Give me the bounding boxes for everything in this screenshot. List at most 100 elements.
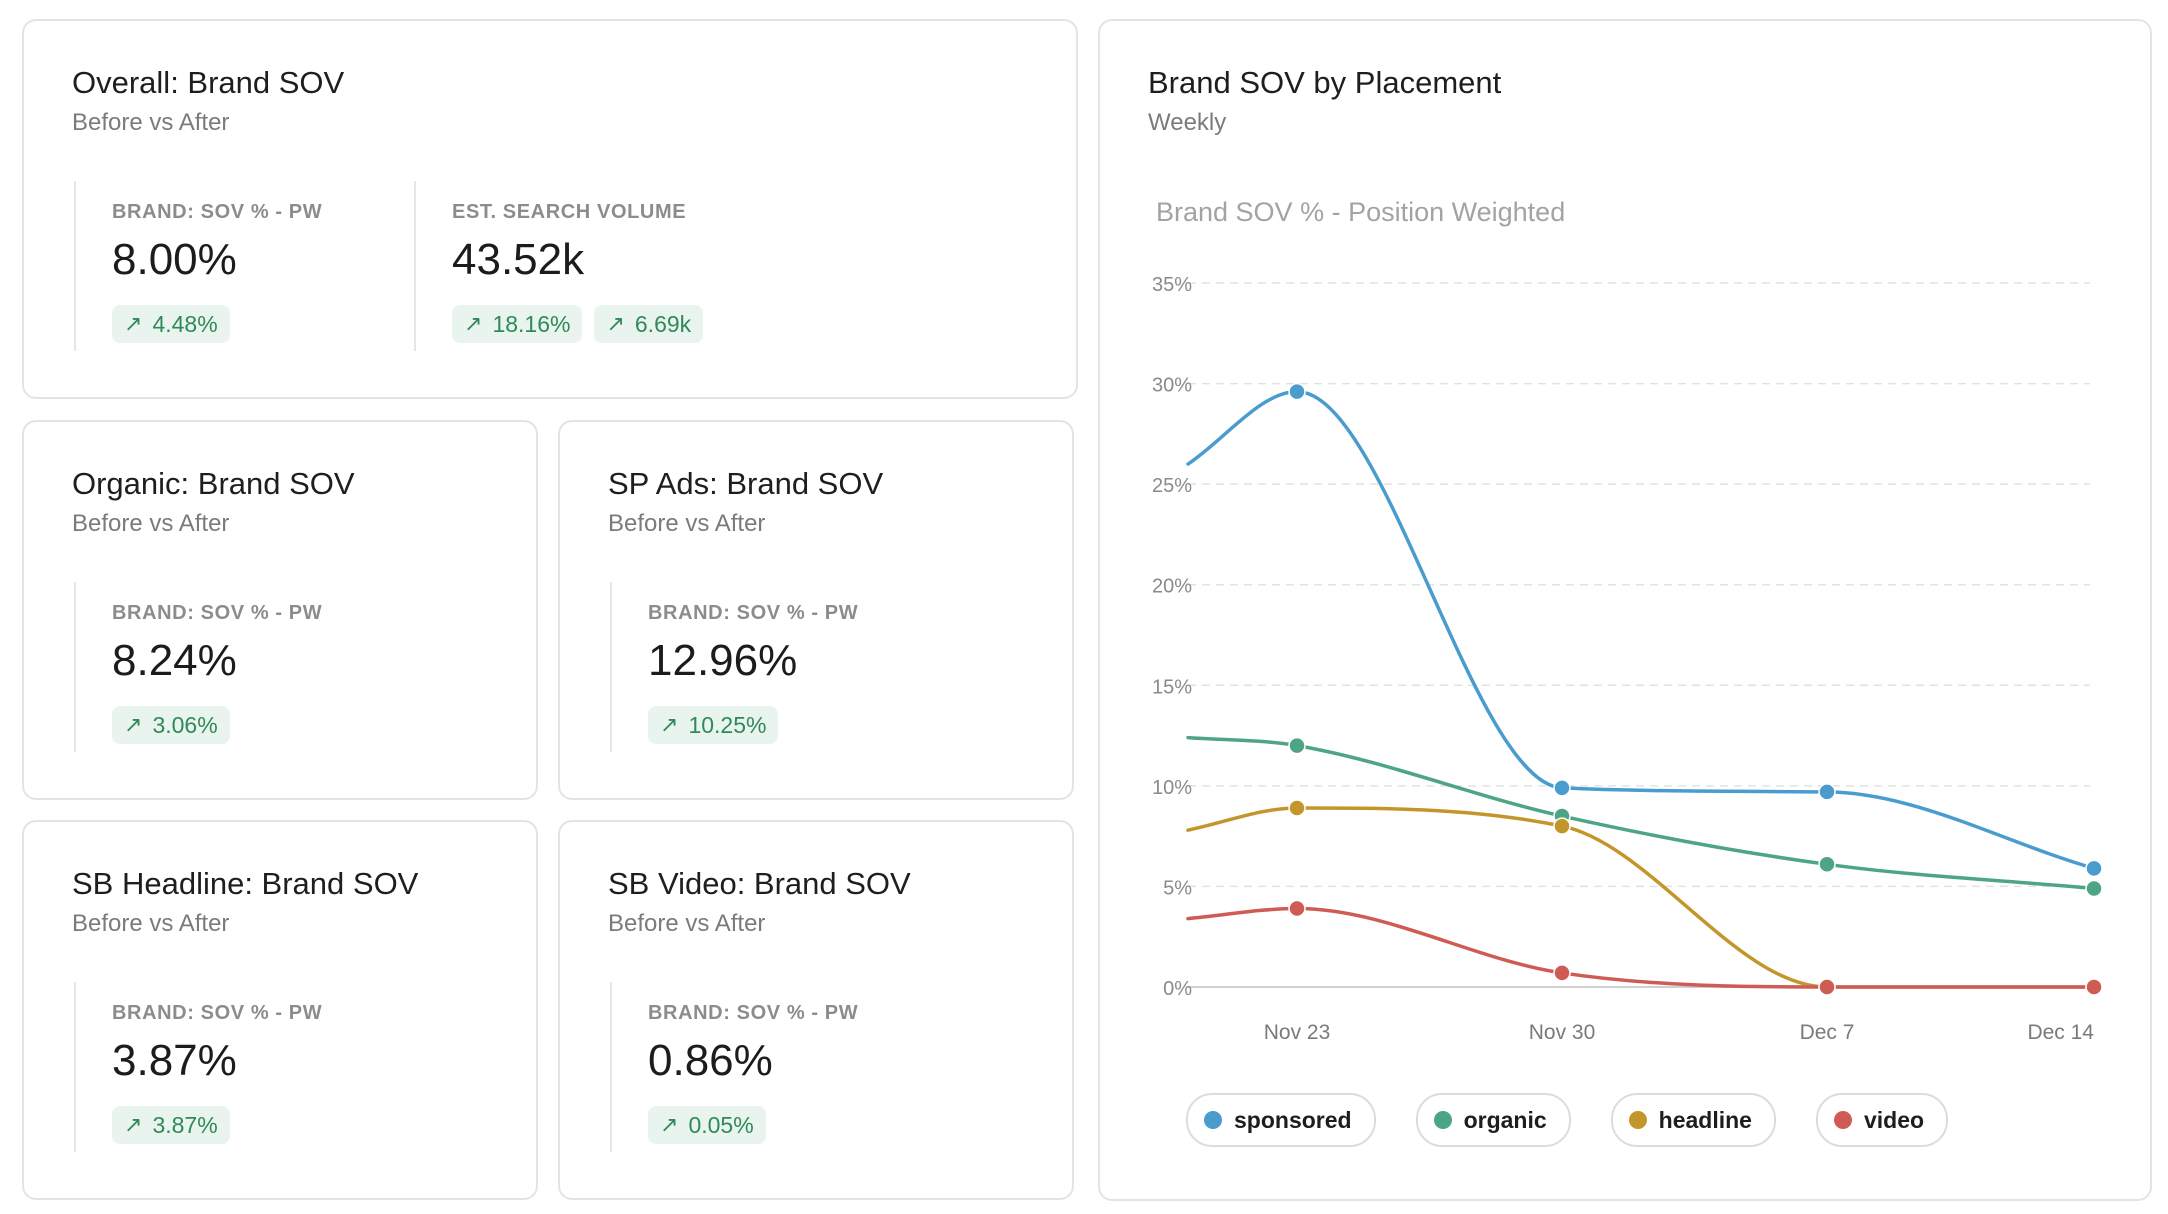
legend-item-organic[interactable]: organic: [1415, 1093, 1571, 1147]
data-point-video: [1818, 978, 1836, 996]
change-value: 4.48%: [152, 310, 218, 337]
change-badge: ↗ 3.06%: [112, 706, 230, 744]
data-point-sponsored: [1818, 783, 1836, 801]
change-badge: ↗ 3.87%: [112, 1106, 230, 1144]
card-title: SB Headline: Brand SOV: [72, 866, 419, 901]
card-subtitle: Before vs After: [608, 910, 766, 937]
organic-card: Organic: Brand SOV Before vs After BRAND…: [22, 420, 538, 800]
metric-label: BRAND: SOV % - PW: [112, 602, 323, 624]
x-tick-label: Dec 7: [1800, 1021, 1855, 1044]
metric-value: 43.52k: [452, 235, 585, 284]
sp-ads-card: SP Ads: Brand SOV Before vs After BRAND:…: [558, 420, 1074, 800]
y-tick-label: 15%: [1152, 676, 1192, 698]
card-title: SB Video: Brand SOV: [608, 866, 911, 901]
card-subtitle: Before vs After: [72, 910, 230, 937]
data-point-organic: [1818, 855, 1836, 874]
legend-dot-icon: [1833, 1111, 1852, 1129]
chart-card-subtitle: Weekly: [1148, 109, 1227, 136]
legend-item-headline[interactable]: headline: [1610, 1093, 1776, 1147]
change-value: 18.16%: [492, 310, 571, 337]
card-subtitle: Before vs After: [608, 510, 766, 537]
placement-chart-card: Brand SOV by Placement Weekly Brand SOV …: [1098, 19, 2152, 1201]
card-subtitle: Before vs After: [72, 109, 230, 136]
chart-title: Brand SOV % - Position Weighted: [1156, 197, 1565, 227]
line-chart: Brand SOV % - Position Weighted 0% 5% 10% 15…: [1152, 197, 2103, 1044]
y-tick-label: 0%: [1163, 978, 1192, 1000]
overall-card: Overall: Brand SOV Before vs After BRAND…: [22, 19, 1078, 399]
metric-value: 8.24%: [112, 636, 237, 685]
data-point-sponsored: [1288, 382, 1306, 401]
metric-value: 0.86%: [648, 1036, 773, 1085]
card-title: Organic: Brand SOV: [72, 466, 355, 501]
metric-value: 8.00%: [112, 235, 237, 284]
metric-label: BRAND: SOV % - PW: [112, 1002, 323, 1024]
metric-value: 3.87%: [112, 1036, 237, 1085]
x-tick-label: Nov 23: [1264, 1021, 1331, 1044]
sb-headline-card: SB Headline: Brand SOV Before vs After B…: [22, 820, 538, 1200]
card-title: SP Ads: Brand SOV: [608, 466, 884, 501]
arrow-up-right-icon: ↗: [124, 712, 143, 737]
data-point-video: [1553, 964, 1571, 982]
x-tick-label: Dec 14: [2027, 1021, 2094, 1044]
metric-value: 12.96%: [648, 636, 798, 685]
card-title: Overall: Brand SOV: [72, 65, 345, 100]
data-point-sponsored: [2085, 859, 2103, 878]
y-tick-label: 10%: [1152, 777, 1192, 799]
legend-label: organic: [1463, 1106, 1547, 1133]
y-tick-label: 5%: [1163, 877, 1192, 899]
metric-brand-sov: BRAND: SOV % - PW 3.87% ↗ 3.87%: [74, 982, 474, 1152]
change-value: 6.69k: [634, 310, 692, 337]
metric-brand-sov: BRAND: SOV % - PW 0.86% ↗ 0.05%: [610, 982, 1010, 1152]
data-point-headline: [1553, 817, 1571, 835]
legend-item-video[interactable]: video: [1815, 1093, 1949, 1147]
change-badge: ↗ 6.69k: [594, 305, 704, 343]
legend-label: headline: [1658, 1106, 1752, 1133]
legend-label: sponsored: [1234, 1106, 1352, 1133]
metric-brand-sov: BRAND: SOV % - PW 8.00% ↗ 4.48%: [74, 181, 414, 351]
y-tick-label: 20%: [1152, 576, 1192, 598]
data-point-video: [2085, 978, 2103, 996]
arrow-up-right-icon: ↗: [606, 311, 625, 336]
arrow-up-right-icon: ↗: [660, 712, 679, 737]
legend-dot-icon: [1433, 1111, 1452, 1129]
data-point-video: [1288, 899, 1306, 918]
change-value: 10.25%: [688, 711, 767, 738]
arrow-up-right-icon: ↗: [124, 1112, 143, 1137]
metric-label: BRAND: SOV % - PW: [112, 201, 323, 223]
change-badge: ↗ 18.16%: [452, 305, 583, 343]
data-point-organic: [2085, 879, 2103, 898]
x-tick-label: Nov 30: [1529, 1021, 1596, 1044]
data-point-organic: [1288, 736, 1306, 755]
arrow-up-right-icon: ↗: [660, 1112, 679, 1137]
legend-item-sponsored[interactable]: sponsored: [1186, 1093, 1376, 1147]
metric-label: EST. SEARCH VOLUME: [452, 201, 687, 223]
arrow-up-right-icon: ↗: [464, 311, 483, 336]
metric-search-volume: EST. SEARCH VOLUME 43.52k ↗ 18.16% ↗ 6.69k: [414, 181, 834, 351]
change-value: 0.05%: [688, 1111, 754, 1138]
y-tick-label: 25%: [1152, 475, 1192, 497]
change-value: 3.87%: [152, 1111, 218, 1138]
legend-dot-icon: [1628, 1111, 1647, 1129]
y-tick-label: 35%: [1152, 274, 1192, 296]
chart-card-title: Brand SOV by Placement: [1148, 65, 1502, 100]
card-subtitle: Before vs After: [72, 510, 230, 537]
series-line-video: [1186, 906, 2096, 989]
metric-label: BRAND: SOV % - PW: [648, 1002, 859, 1024]
metric-label: BRAND: SOV % - PW: [648, 602, 859, 624]
metric-brand-sov: BRAND: SOV % - PW 12.96% ↗ 10.25%: [610, 582, 1010, 752]
metric-brand-sov: BRAND: SOV % - PW 8.24% ↗ 3.06%: [74, 582, 474, 752]
legend-label: video: [1863, 1106, 1925, 1133]
y-tick-label: 30%: [1152, 375, 1192, 397]
chart-legend: sponsored organic headline video: [1186, 1093, 1949, 1147]
change-value: 3.06%: [152, 711, 218, 738]
data-point-headline: [1288, 799, 1306, 817]
change-badge: ↗ 4.48%: [112, 305, 230, 343]
sb-video-card: SB Video: Brand SOV Before vs After BRAN…: [558, 820, 1074, 1200]
change-badge: ↗ 0.05%: [648, 1106, 766, 1144]
series-line-organic: [1186, 735, 2096, 891]
change-badge: ↗ 10.25%: [648, 706, 779, 744]
series-line-sponsored: [1186, 389, 2096, 871]
arrow-up-right-icon: ↗: [124, 311, 143, 336]
data-point-sponsored: [1553, 779, 1571, 797]
series-line-headline: [1186, 806, 2096, 989]
